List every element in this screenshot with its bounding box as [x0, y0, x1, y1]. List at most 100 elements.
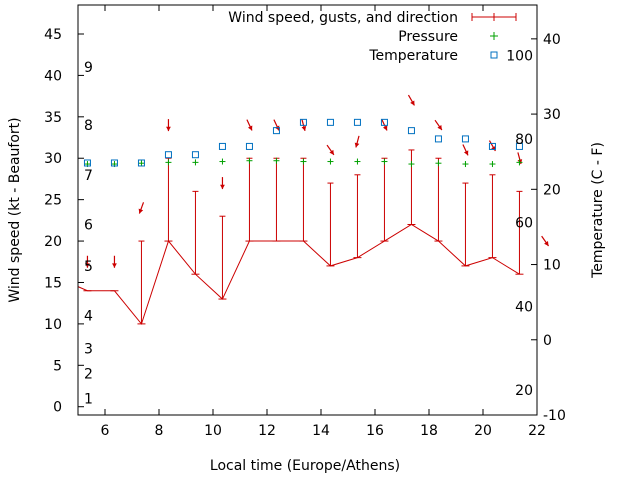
y-left-tick-label: 5 — [53, 358, 62, 374]
wind-direction-arrow — [246, 119, 253, 131]
wind-direction-head — [382, 125, 388, 131]
fahrenheit-label: 100 — [506, 48, 533, 64]
fahrenheit-label: 80 — [515, 132, 533, 148]
y-left-tick-label: 25 — [44, 193, 62, 209]
y-axis-label-right: Temperature (C - F) — [590, 142, 606, 279]
plot-frame — [77, 4, 538, 416]
wind-direction-head — [166, 126, 171, 132]
wind-direction-arrow — [434, 119, 443, 131]
wind-direction-head — [112, 263, 117, 268]
wind-direction-head — [437, 125, 442, 131]
legend-label-wind: Wind speed, gusts, and direction — [228, 10, 458, 26]
temperature-point — [245, 142, 253, 150]
pressure-point — [165, 159, 172, 166]
temperature-point — [299, 118, 307, 126]
pressure-point — [327, 158, 334, 165]
y-left-tick-label: 20 — [44, 234, 62, 250]
legend-label-temperature: Temperature — [368, 48, 458, 64]
pressure-point — [408, 161, 415, 168]
temperature-point — [488, 142, 496, 150]
temperature-point — [137, 159, 145, 167]
y-left-tick-label: 10 — [44, 317, 62, 333]
wind-direction-head — [138, 208, 144, 214]
pressure-point — [300, 158, 307, 165]
wind-speed-line — [77, 223, 520, 325]
pressure-point — [138, 160, 145, 167]
wind-direction-head — [247, 125, 253, 131]
wind-direction-arrow — [354, 135, 360, 148]
beaufort-label: 6 — [84, 217, 93, 233]
wind-direction-arrow — [220, 177, 225, 190]
pressure-point — [354, 158, 361, 165]
y-left-tick-label: 0 — [53, 400, 62, 416]
pressure-point — [462, 161, 469, 168]
x-tick-label: 16 — [366, 423, 384, 439]
pressure-point — [192, 159, 199, 166]
y-right-tick-label: 30 — [543, 107, 561, 123]
y-left-tick-label: 40 — [44, 68, 62, 84]
legend-label-pressure: Pressure — [398, 29, 458, 45]
beaufort-label: 8 — [84, 118, 93, 134]
fahrenheit-label: 40 — [515, 300, 533, 316]
fahrenheit-label: 20 — [515, 383, 533, 399]
pressure-point — [489, 161, 496, 168]
wind-direction-arrow — [112, 255, 117, 268]
pressure-point — [273, 157, 280, 164]
wind-direction-head — [85, 263, 90, 268]
legend-marker-pressure — [490, 32, 498, 40]
y-right-tick-label: 0 — [543, 333, 552, 349]
beaufort-label: 1 — [84, 391, 93, 407]
temperature-point — [353, 118, 361, 126]
pressure-point — [516, 159, 523, 166]
pressure-point — [381, 158, 388, 165]
temperature-point — [326, 118, 334, 126]
wind-direction-head — [329, 149, 334, 155]
x-tick-label: 6 — [101, 423, 110, 439]
wind-direction-arrow — [166, 119, 171, 132]
axis-layer: 6 8 10 12 14 16 18 20 22051015202530354045-10010… — [44, 5, 566, 439]
temperature-point — [218, 142, 226, 150]
temperature-point — [461, 135, 469, 143]
temperature-point — [83, 159, 91, 167]
wind-direction-arrow — [541, 235, 550, 247]
y-left-tick-label: 45 — [44, 27, 62, 43]
temperature-point — [515, 142, 523, 150]
x-axis-label: Local time (Europe/Athens) — [210, 458, 400, 474]
wind-direction-arrow — [326, 144, 335, 156]
wind-direction-head — [463, 150, 469, 156]
temperature-point — [407, 127, 415, 135]
y-right-tick-label: -10 — [543, 408, 566, 424]
temperature-point — [434, 135, 442, 143]
legend: Wind speed, gusts, and direction Pressur… — [228, 10, 517, 64]
wind-direction-head — [301, 126, 307, 131]
beaufort-label: 7 — [84, 168, 93, 184]
wind-direction-arrow — [462, 144, 469, 156]
beaufort-label: 2 — [84, 367, 93, 383]
x-tick-label: 20 — [474, 423, 492, 439]
wind-direction-arrow — [85, 255, 90, 268]
legend-marker-temperature — [490, 51, 498, 59]
series-layer — [77, 94, 550, 325]
x-tick-label: 10 — [204, 423, 222, 439]
beaufort-label: 4 — [84, 309, 93, 325]
pressure-point — [219, 158, 226, 165]
beaufort-label: 5 — [84, 259, 93, 275]
x-tick-label: 14 — [312, 423, 330, 439]
wind-direction-head — [410, 100, 415, 106]
wind-direction-head — [354, 142, 360, 148]
x-tick-label: 8 — [155, 423, 164, 439]
y-right-tick-label: 10 — [543, 258, 561, 274]
x-tick-label: 18 — [420, 423, 438, 439]
beaufort-label: 9 — [84, 60, 93, 76]
beaufort-label: 3 — [84, 342, 93, 358]
y-axis-label-left: Wind speed (kt - Beaufort) — [7, 117, 23, 302]
y-right-tick-label: 20 — [543, 182, 561, 198]
x-tick-label: 22 — [528, 423, 546, 439]
pressure-point — [246, 157, 253, 164]
y-left-tick-label: 35 — [44, 110, 62, 126]
y-left-tick-label: 15 — [44, 275, 62, 291]
y-left-tick-label: 30 — [44, 151, 62, 167]
temperature-point — [110, 159, 118, 167]
wind-direction-head — [544, 241, 549, 246]
